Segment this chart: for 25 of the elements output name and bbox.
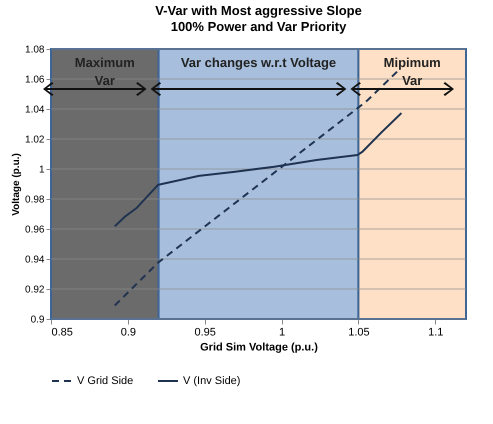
y-tick-label: 0.92 (25, 284, 45, 296)
chart-title: V-Var with Most aggressive Slope (155, 3, 362, 18)
x-axis-title: Grid Sim Voltage (p.u.) (200, 342, 318, 354)
chart-subtitle: 100% Power and Var Priority (170, 19, 348, 34)
x-tick-label: 1 (278, 326, 286, 338)
y-tick-label: 1.08 (25, 44, 45, 56)
y-tick-label: 1.06 (25, 74, 45, 86)
legend-label: V (Inv Side) (183, 375, 240, 387)
x-tick-label: 1.1 (428, 326, 444, 338)
x-tick-label: 0.9 (120, 326, 136, 338)
band-label: Var changes w.r.t Voltage (180, 55, 336, 70)
y-tick-label: 1.04 (25, 104, 45, 116)
y-tick-label: 0.9 (30, 314, 45, 326)
y-tick-label: 1 (38, 164, 45, 176)
y-tick-label: 0.98 (25, 194, 45, 206)
band-label: Maximum Var (74, 55, 135, 88)
legend-label: V Grid Side (77, 375, 134, 387)
band-label: Mipimum Var (384, 55, 441, 88)
y-tick-label: 0.96 (25, 224, 45, 236)
x-tick-label: 0.85 (52, 326, 73, 338)
y-tick-label: 1.02 (25, 134, 45, 146)
y-tick-label: 0.94 (25, 254, 45, 266)
x-tick-label: 0.95 (194, 326, 216, 338)
y-axis-title: Voltage (p.u.) (11, 153, 22, 216)
x-tick-label: 1.05 (348, 326, 370, 338)
